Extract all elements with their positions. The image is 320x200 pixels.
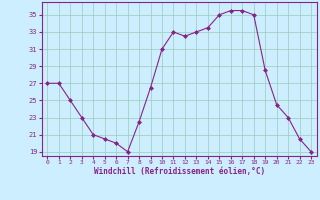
- X-axis label: Windchill (Refroidissement éolien,°C): Windchill (Refroidissement éolien,°C): [94, 167, 265, 176]
